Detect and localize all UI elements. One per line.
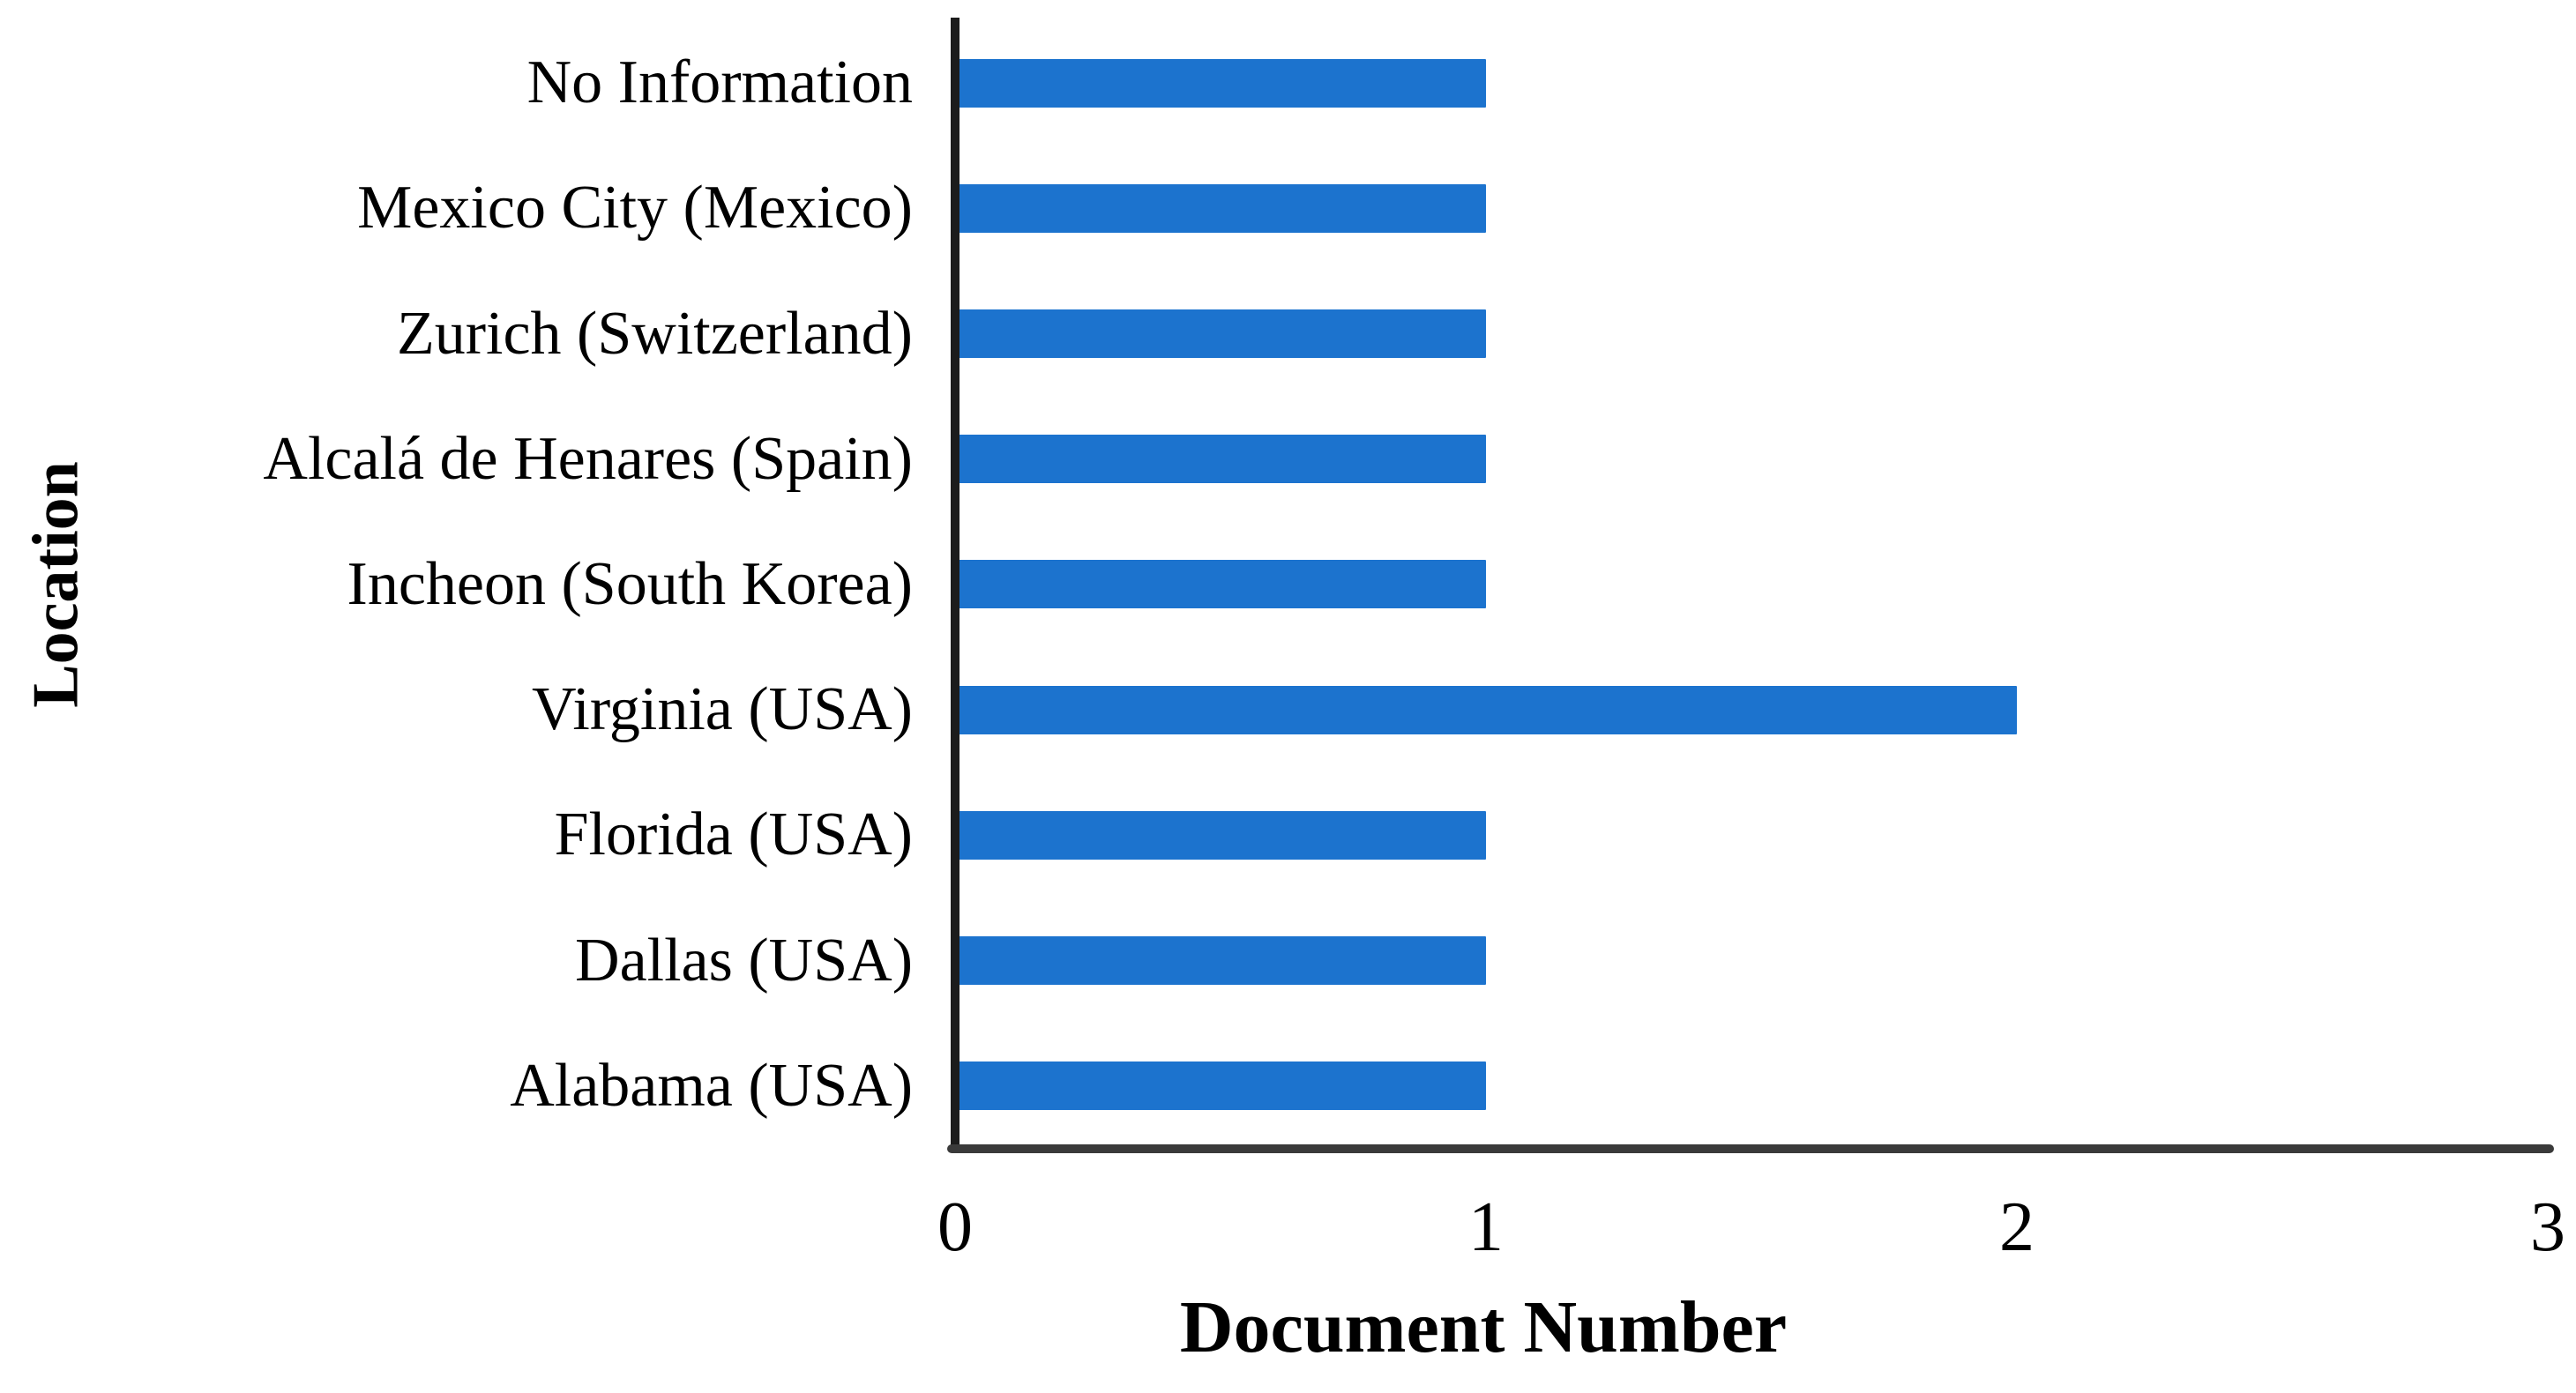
bar [955, 810, 1486, 860]
category-label: Florida (USA) [554, 801, 913, 869]
chart-row: Mexico City (Mexico) [0, 145, 2576, 271]
chart-row: Florida (USA) [0, 772, 2576, 898]
category-label: Incheon (South Korea) [347, 549, 913, 618]
bar [955, 183, 1486, 233]
bar [955, 560, 1486, 609]
category-label: Dallas (USA) [575, 926, 913, 994]
chart-row: Dallas (USA) [0, 898, 2576, 1024]
category-label: Alcalá de Henares (Spain) [263, 424, 913, 493]
bar [955, 936, 1486, 986]
category-label: Virginia (USA) [532, 675, 913, 744]
x-tick-label: 2 [1999, 1188, 2035, 1266]
chart-row: Virginia (USA) [0, 647, 2576, 772]
category-label: Alabama (USA) [510, 1051, 913, 1120]
x-tick-label: 3 [2530, 1188, 2565, 1266]
bar [955, 685, 2017, 734]
category-label: No Information [526, 48, 913, 117]
chart-row: Zurich (Switzerland) [0, 271, 2576, 396]
bar [955, 1062, 1486, 1111]
bar [955, 435, 1486, 484]
bar [955, 58, 1486, 108]
chart-row: Alcalá de Henares (Spain) [0, 397, 2576, 522]
chart-row: No Information [0, 20, 2576, 145]
x-tick-label: 0 [937, 1188, 973, 1266]
x-tick-label: 1 [1468, 1188, 1504, 1266]
category-label: Mexico City (Mexico) [357, 174, 913, 242]
bar [955, 309, 1486, 359]
category-label: Zurich (Switzerland) [396, 299, 913, 368]
chart-row: Incheon (South Korea) [0, 522, 2576, 647]
chart-row: Alabama (USA) [0, 1024, 2576, 1149]
x-axis-line [947, 1144, 2554, 1153]
y-axis-line [951, 18, 959, 1151]
x-axis-title: Document Number [1179, 1286, 1788, 1368]
